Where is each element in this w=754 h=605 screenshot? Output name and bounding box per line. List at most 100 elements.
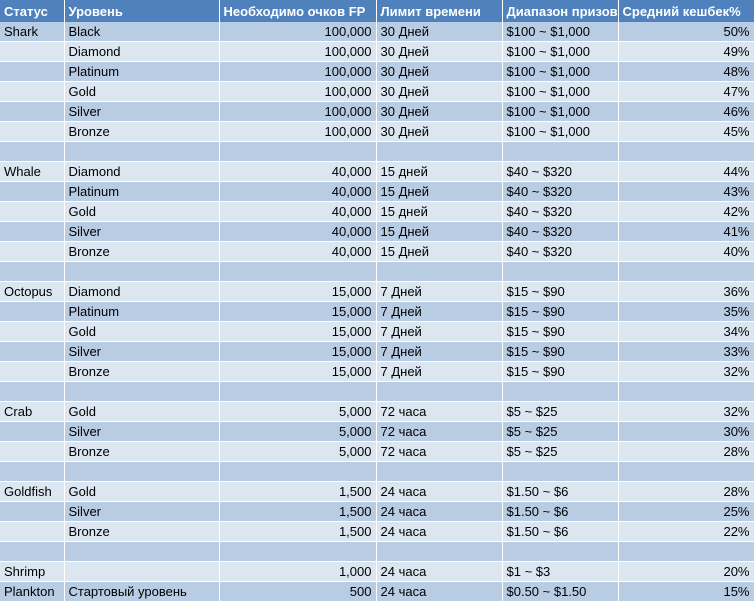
table-row: Silver 5,000 72 часа $5 ~ $25 30% — [0, 421, 754, 442]
cashback-cell: 20% — [618, 561, 754, 582]
status-cell — [0, 141, 65, 162]
fp-points-cell: 1,000 — [219, 561, 377, 582]
level-cell: Platinum — [64, 301, 220, 322]
table-row: Bronze 1,500 24 часа $1.50 ~ $6 22% — [0, 521, 754, 542]
cashback-cell: 43% — [618, 181, 754, 202]
table-row — [0, 141, 754, 162]
prize-range-cell: $1.50 ~ $6 — [502, 501, 619, 522]
fp-points-cell: 100,000 — [219, 41, 377, 62]
time-limit-cell: 7 Дней — [376, 361, 503, 382]
fp-points-cell: 40,000 — [219, 221, 377, 242]
status-cell — [0, 41, 65, 62]
time-limit-cell: 24 часа — [376, 481, 503, 502]
status-cell: Shrimp — [0, 561, 65, 582]
cashback-cell: 40% — [618, 241, 754, 262]
cashback-cell: 32% — [618, 401, 754, 422]
prize-range-cell — [502, 541, 619, 562]
header-avg-cashback: Средний кешбек% — [618, 0, 754, 22]
level-cell — [64, 461, 220, 482]
status-cell: Goldfish — [0, 481, 65, 502]
level-cell: Platinum — [64, 61, 220, 82]
prize-range-cell: $15 ~ $90 — [502, 341, 619, 362]
prize-range-cell — [502, 141, 619, 162]
cashback-cell: 28% — [618, 441, 754, 462]
level-cell: Bronze — [64, 441, 220, 462]
header-fp-points: Необходимо очков FP — [219, 0, 377, 22]
prize-range-cell: $40 ~ $320 — [502, 181, 619, 202]
status-cell: Plankton — [0, 581, 65, 602]
cashback-cell: 35% — [618, 301, 754, 322]
table-row: Whale Diamond 40,000 15 дней $40 ~ $320 44% — [0, 161, 754, 182]
status-cell — [0, 461, 65, 482]
cashback-cell — [618, 461, 754, 482]
prize-range-cell: $15 ~ $90 — [502, 321, 619, 342]
status-cell — [0, 301, 65, 322]
time-limit-cell: 15 Дней — [376, 221, 503, 242]
cashback-cell: 47% — [618, 81, 754, 102]
status-cell: Octopus — [0, 281, 65, 302]
time-limit-cell: 30 Дней — [376, 121, 503, 142]
time-limit-cell: 15 Дней — [376, 181, 503, 202]
prize-range-cell: $40 ~ $320 — [502, 221, 619, 242]
status-cell — [0, 201, 65, 222]
fp-points-cell: 5,000 — [219, 401, 377, 422]
cashback-cell — [618, 541, 754, 562]
fp-points-cell: 15,000 — [219, 281, 377, 302]
level-cell — [64, 261, 220, 282]
prize-range-cell: $100 ~ $1,000 — [502, 101, 619, 122]
status-cell: Shark — [0, 22, 65, 42]
level-cell: Silver — [64, 421, 220, 442]
prize-range-cell: $5 ~ $25 — [502, 421, 619, 442]
level-cell: Bronze — [64, 361, 220, 382]
time-limit-cell: 24 часа — [376, 581, 503, 602]
table-row: Plankton Стартовый уровень 500 24 часа $0.50… — [0, 581, 754, 602]
prize-range-cell: $100 ~ $1,000 — [502, 41, 619, 62]
table-row: Shrimp 1,000 24 часа $1 ~ $3 20% — [0, 561, 754, 582]
level-cell: Bronze — [64, 521, 220, 542]
status-cell — [0, 241, 65, 262]
cashback-cell: 32% — [618, 361, 754, 382]
cashback-cell: 33% — [618, 341, 754, 362]
table-row: Diamond 100,000 30 Дней $100 ~ $1,000 49% — [0, 41, 754, 62]
level-cell: Bronze — [64, 241, 220, 262]
cashback-cell: 49% — [618, 41, 754, 62]
table-row: Silver 15,000 7 Дней $15 ~ $90 33% — [0, 341, 754, 362]
prize-range-cell — [502, 261, 619, 282]
fp-points-cell: 100,000 — [219, 61, 377, 82]
table-row — [0, 261, 754, 282]
time-limit-cell: 7 Дней — [376, 281, 503, 302]
header-prize-range: Диапазон призов — [502, 0, 619, 22]
time-limit-cell: 72 часа — [376, 441, 503, 462]
prize-range-cell: $5 ~ $25 — [502, 441, 619, 462]
level-cell: Gold — [64, 401, 220, 422]
time-limit-cell — [376, 141, 503, 162]
cashback-cell: 22% — [618, 521, 754, 542]
cashback-cell: 34% — [618, 321, 754, 342]
fp-points-cell: 100,000 — [219, 22, 377, 42]
table-row: Gold 15,000 7 Дней $15 ~ $90 34% — [0, 321, 754, 342]
fp-points-cell: 500 — [219, 581, 377, 602]
time-limit-cell: 30 Дней — [376, 22, 503, 42]
level-cell: Black — [64, 22, 220, 42]
status-cell — [0, 181, 65, 202]
time-limit-cell — [376, 261, 503, 282]
table-row: Bronze 40,000 15 Дней $40 ~ $320 40% — [0, 241, 754, 262]
time-limit-cell: 30 Дней — [376, 101, 503, 122]
fp-points-cell: 5,000 — [219, 441, 377, 462]
time-limit-cell: 30 Дней — [376, 81, 503, 102]
status-cell — [0, 341, 65, 362]
level-cell — [64, 141, 220, 162]
header-time-limit: Лимит времени — [376, 0, 503, 22]
cashback-cell: 44% — [618, 161, 754, 182]
time-limit-cell — [376, 381, 503, 402]
status-cell — [0, 121, 65, 142]
fp-points-cell: 15,000 — [219, 301, 377, 322]
level-cell — [64, 541, 220, 562]
cashback-cell: 42% — [618, 201, 754, 222]
status-cell — [0, 501, 65, 522]
table-row — [0, 381, 754, 402]
time-limit-cell — [376, 541, 503, 562]
table-row: Gold 100,000 30 Дней $100 ~ $1,000 47% — [0, 81, 754, 102]
status-cell — [0, 421, 65, 442]
level-cell: Diamond — [64, 161, 220, 182]
